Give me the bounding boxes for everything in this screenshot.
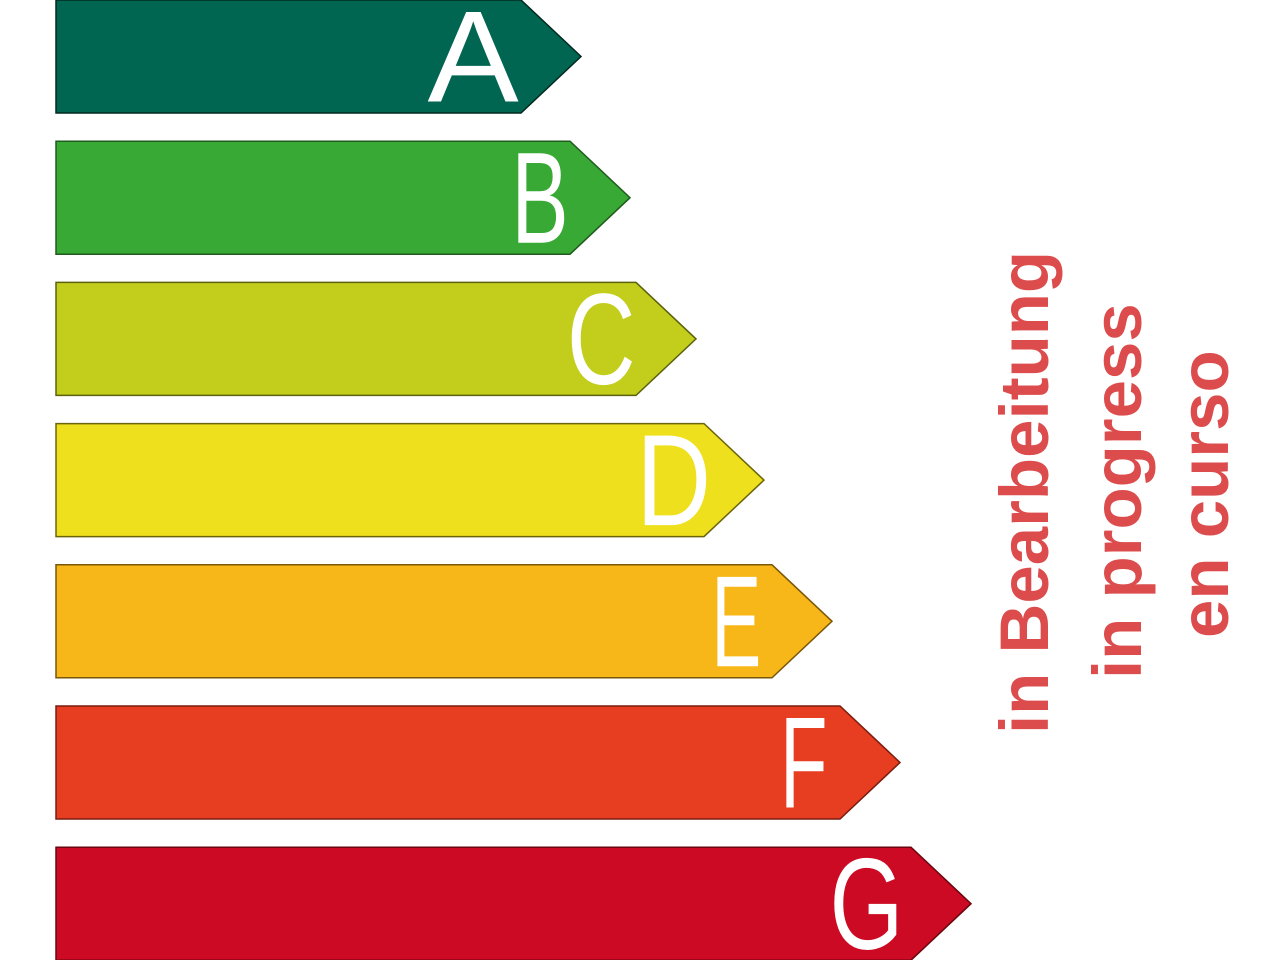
svg-text:F: F	[780, 690, 828, 836]
svg-text:A: A	[428, 0, 520, 130]
svg-text:G: G	[830, 831, 904, 960]
svg-text:D: D	[636, 407, 711, 553]
svg-text:B: B	[511, 125, 569, 271]
svg-text:C: C	[567, 266, 636, 412]
svg-text:E: E	[711, 548, 761, 694]
